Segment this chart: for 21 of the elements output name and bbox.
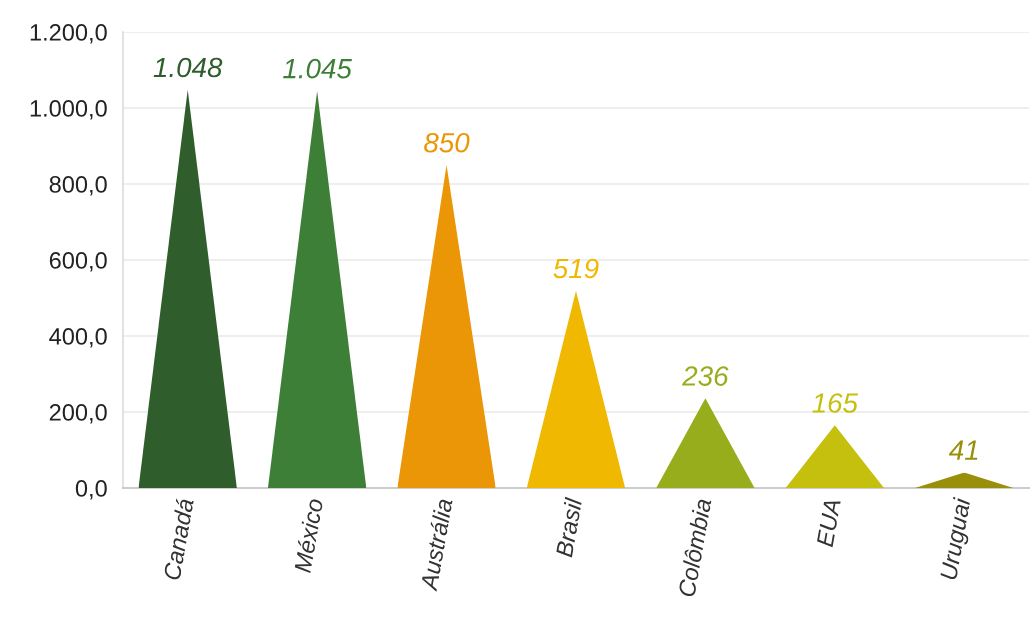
y-tick-label: 200,0 (49, 404, 107, 424)
y-tick-label: 600,0 (49, 252, 107, 272)
x-tick-label: Colômbia (677, 497, 712, 598)
y-tick-label: 0,0 (75, 480, 107, 500)
x-tick-label: Canadá (162, 497, 194, 581)
x-tick-label: EUA (816, 498, 841, 548)
y-tick-label: 1.200,0 (30, 24, 107, 44)
x-tick-label: Uruguai (939, 496, 976, 581)
data-label: 1.048 (153, 57, 223, 78)
data-label: 850 (424, 132, 470, 153)
data-label: 1.045 (283, 58, 352, 79)
y-tick-label: 1.000,0 (30, 100, 107, 120)
data-label: 165 (812, 393, 859, 413)
x-tick-label: Brasil (555, 496, 583, 558)
x-tick-label: México (293, 497, 324, 574)
y-tick-label: 400,0 (49, 328, 107, 348)
y-tick-label: 800,0 (49, 176, 107, 196)
data-label: 519 (553, 258, 599, 279)
x-tick-label: Austrália (419, 497, 453, 592)
data-label: 41 (948, 440, 978, 460)
data-label: 236 (682, 366, 729, 386)
